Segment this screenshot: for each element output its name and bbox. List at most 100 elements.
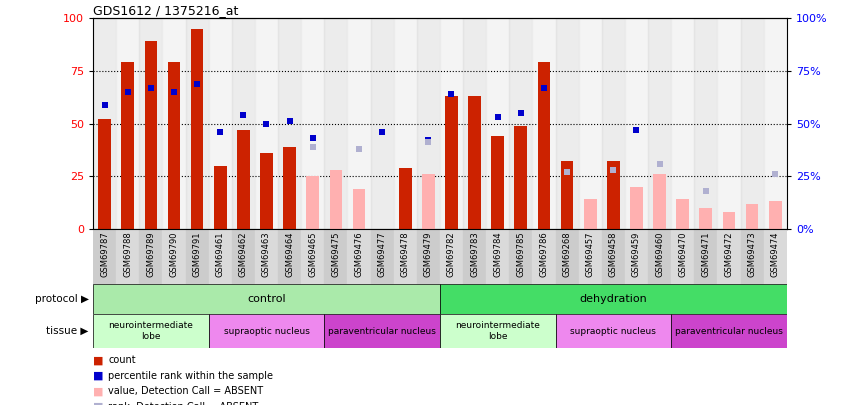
Bar (509, 229, 532, 284)
Text: GSM69783: GSM69783 (470, 232, 479, 277)
Bar (301, 229, 324, 284)
Bar (695, 229, 717, 284)
Bar (532, 229, 556, 284)
Bar (329, 170, 343, 229)
Bar (492, 136, 504, 229)
Bar (306, 176, 319, 229)
Text: GSM69785: GSM69785 (516, 232, 525, 277)
Bar (556, 314, 671, 348)
Text: GSM69787: GSM69787 (100, 232, 109, 277)
Bar (440, 229, 463, 284)
Bar (398, 168, 412, 229)
Bar (764, 229, 787, 284)
Bar (602, 18, 625, 229)
Bar (393, 229, 417, 284)
Bar (324, 18, 348, 229)
Bar (278, 229, 301, 284)
Text: GSM69477: GSM69477 (377, 232, 387, 277)
Text: supraoptic nucleus: supraoptic nucleus (570, 326, 656, 336)
Text: GSM69784: GSM69784 (493, 232, 503, 277)
Bar (537, 62, 551, 229)
Bar (671, 18, 695, 229)
Bar (722, 212, 735, 229)
Bar (486, 229, 509, 284)
Bar (209, 229, 232, 284)
Text: GSM69458: GSM69458 (609, 232, 618, 277)
Text: neurointermediate
lobe: neurointermediate lobe (108, 322, 193, 341)
Text: GSM69479: GSM69479 (424, 232, 433, 277)
Bar (630, 187, 643, 229)
Text: ■: ■ (93, 356, 103, 365)
Text: dehydration: dehydration (580, 294, 647, 304)
Text: supraoptic nucleus: supraoptic nucleus (223, 326, 310, 336)
Bar (283, 147, 296, 229)
Bar (740, 229, 764, 284)
Text: GSM69782: GSM69782 (447, 232, 456, 277)
Text: GSM69788: GSM69788 (124, 232, 132, 277)
Bar (93, 314, 209, 348)
Bar (509, 18, 532, 229)
Text: protocol ▶: protocol ▶ (35, 294, 89, 304)
Bar (255, 18, 278, 229)
Text: GDS1612 / 1375216_at: GDS1612 / 1375216_at (93, 4, 239, 17)
Bar (717, 18, 740, 229)
Bar (93, 284, 440, 314)
Bar (185, 18, 209, 229)
Bar (301, 18, 324, 229)
Text: GSM69789: GSM69789 (146, 232, 156, 277)
Bar (584, 199, 596, 229)
Bar (140, 229, 162, 284)
Text: rank, Detection Call = ABSENT: rank, Detection Call = ABSENT (108, 402, 259, 405)
Bar (764, 18, 787, 229)
Text: GSM69459: GSM69459 (632, 232, 641, 277)
Text: ■: ■ (93, 371, 103, 381)
Bar (214, 166, 227, 229)
Bar (486, 18, 509, 229)
Bar (625, 229, 648, 284)
Text: GSM69478: GSM69478 (401, 232, 409, 277)
Bar (648, 18, 671, 229)
Text: GSM69471: GSM69471 (701, 232, 711, 277)
Text: GSM69786: GSM69786 (540, 232, 548, 277)
Text: value, Detection Call = ABSENT: value, Detection Call = ABSENT (108, 386, 263, 396)
Text: tissue ▶: tissue ▶ (47, 326, 89, 336)
Text: ■: ■ (93, 386, 103, 396)
Bar (353, 189, 365, 229)
Text: paraventricular nucleus: paraventricular nucleus (328, 326, 436, 336)
Bar (145, 41, 157, 229)
Bar (371, 229, 393, 284)
Text: GSM69472: GSM69472 (724, 232, 733, 277)
Bar (463, 18, 486, 229)
Bar (607, 162, 620, 229)
Text: percentile rank within the sample: percentile rank within the sample (108, 371, 273, 381)
Bar (769, 201, 782, 229)
Text: GSM69268: GSM69268 (563, 232, 572, 277)
Bar (232, 229, 255, 284)
Text: GSM69474: GSM69474 (771, 232, 780, 277)
Text: GSM69464: GSM69464 (285, 232, 294, 277)
Bar (168, 62, 180, 229)
Bar (121, 62, 135, 229)
Bar (93, 18, 116, 229)
Bar (440, 314, 556, 348)
Bar (185, 229, 209, 284)
Text: paraventricular nucleus: paraventricular nucleus (675, 326, 783, 336)
Bar (532, 18, 556, 229)
Bar (445, 96, 458, 229)
Bar (745, 204, 759, 229)
Text: control: control (247, 294, 286, 304)
Bar (417, 229, 440, 284)
Bar (255, 229, 278, 284)
Bar (278, 18, 301, 229)
Bar (648, 229, 671, 284)
Bar (653, 174, 666, 229)
Text: GSM69461: GSM69461 (216, 232, 225, 277)
Text: GSM69463: GSM69463 (262, 232, 271, 277)
Bar (440, 284, 787, 314)
Text: GSM69465: GSM69465 (308, 232, 317, 277)
Bar (116, 18, 140, 229)
Bar (556, 18, 579, 229)
Text: GSM69462: GSM69462 (239, 232, 248, 277)
Text: count: count (108, 356, 136, 365)
Bar (348, 229, 371, 284)
